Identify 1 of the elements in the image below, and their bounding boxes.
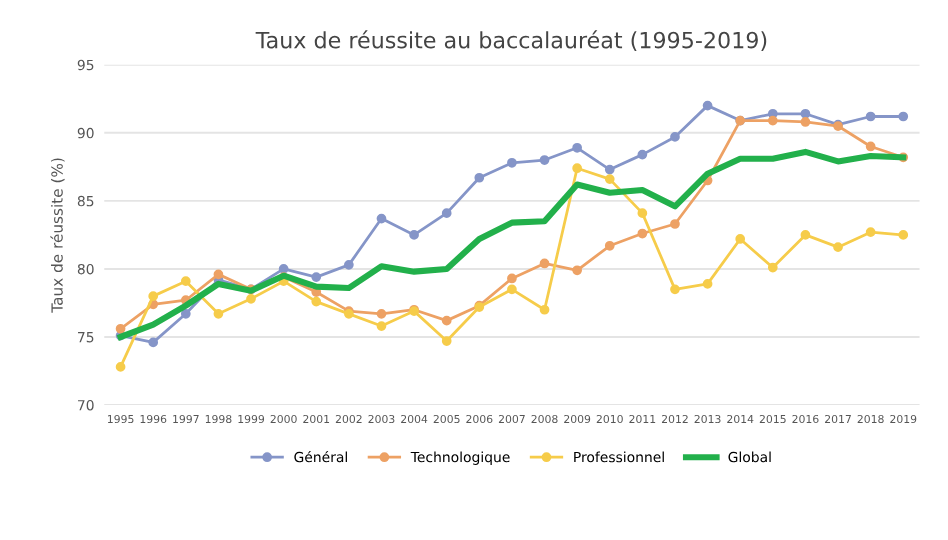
- chart-title: Taux de réussite au baccalauréat (1995-2019): [255, 30, 767, 52]
